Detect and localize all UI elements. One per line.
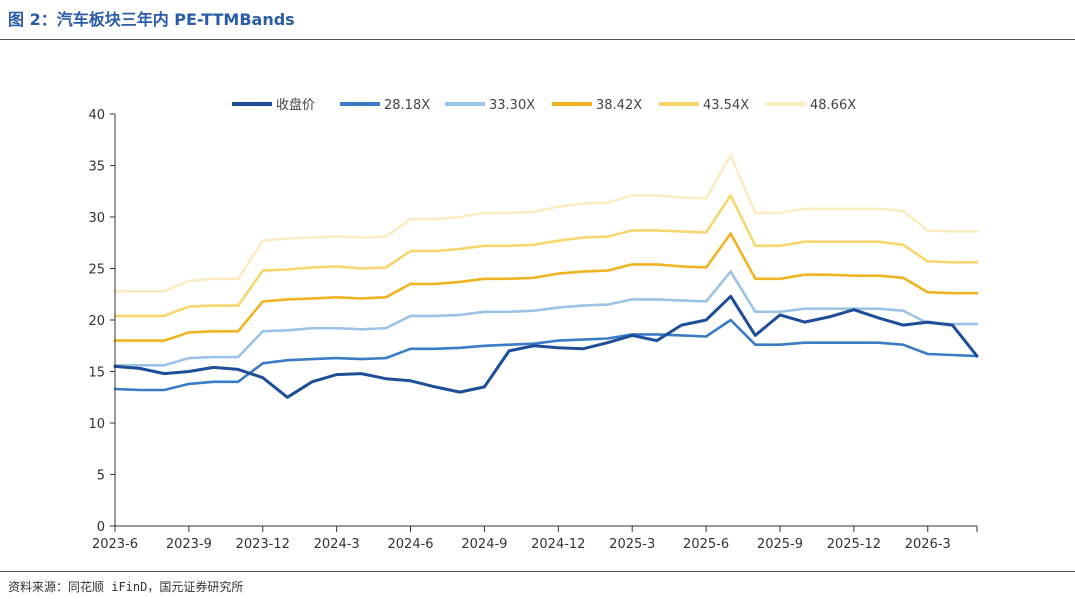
x-tick-label: 2025-6 (683, 537, 729, 552)
series-line-3 (113, 232, 979, 342)
legend-label-4: 43.54X (703, 98, 749, 113)
x-tick-label: 2023-9 (166, 537, 212, 552)
figure-title: 图 2：汽车板块三年内 PE-TTMBands (8, 10, 295, 29)
y-tick-label: 35 (88, 160, 105, 175)
chart-axes: 0 5 10 15 20 25 30 35 40 2023-6 2023-9 2023-12 2024-… (88, 108, 978, 552)
y-tick-label: 30 (88, 211, 105, 226)
series-line-1 (113, 318, 979, 392)
legend-label-1: 28.18X (384, 98, 430, 113)
y-tick-label: 0 (97, 520, 105, 535)
y-tick-label: 10 (88, 417, 105, 432)
x-tick-label: 2024-6 (388, 537, 434, 552)
legend-label-3: 38.42X (596, 98, 642, 113)
x-tick-label: 2023-12 (236, 537, 290, 552)
y-tick-label: 20 (88, 314, 105, 329)
series-line-2 (113, 270, 979, 367)
x-tick-label: 2024-12 (531, 537, 585, 552)
series-line-0 (113, 294, 979, 399)
legend-label-5: 48.66X (810, 98, 856, 113)
x-tick-label: 2025-3 (609, 537, 655, 552)
source-note: 资料来源：同花顺 iFinD，国元证券研究所 (8, 580, 244, 594)
x-tick-label: 2026-3 (905, 537, 951, 552)
y-tick-label: 5 (97, 469, 105, 484)
x-tick-label: 2024-3 (314, 537, 360, 552)
series-line-4 (113, 194, 979, 318)
bottom-rule (0, 571, 1075, 572)
top-rule (0, 39, 1075, 40)
x-tick-label: 2025-12 (827, 537, 881, 552)
y-tick-label: 40 (88, 108, 105, 123)
x-tick-label: 2025-9 (757, 537, 803, 552)
legend-label-2: 33.30X (489, 98, 535, 113)
y-tick-label: 15 (88, 366, 105, 381)
x-tick-label: 2023-6 (92, 537, 138, 552)
legend-label-0: 收盘价 (276, 97, 315, 113)
chart-legend: 收盘价 28.18X 33.30X 38.42X 43.54X 48.66X (232, 97, 856, 113)
series-lines (113, 153, 979, 399)
series-line-5 (113, 153, 979, 293)
y-tick-label: 25 (88, 263, 105, 278)
x-tick-label: 2024-9 (461, 537, 507, 552)
